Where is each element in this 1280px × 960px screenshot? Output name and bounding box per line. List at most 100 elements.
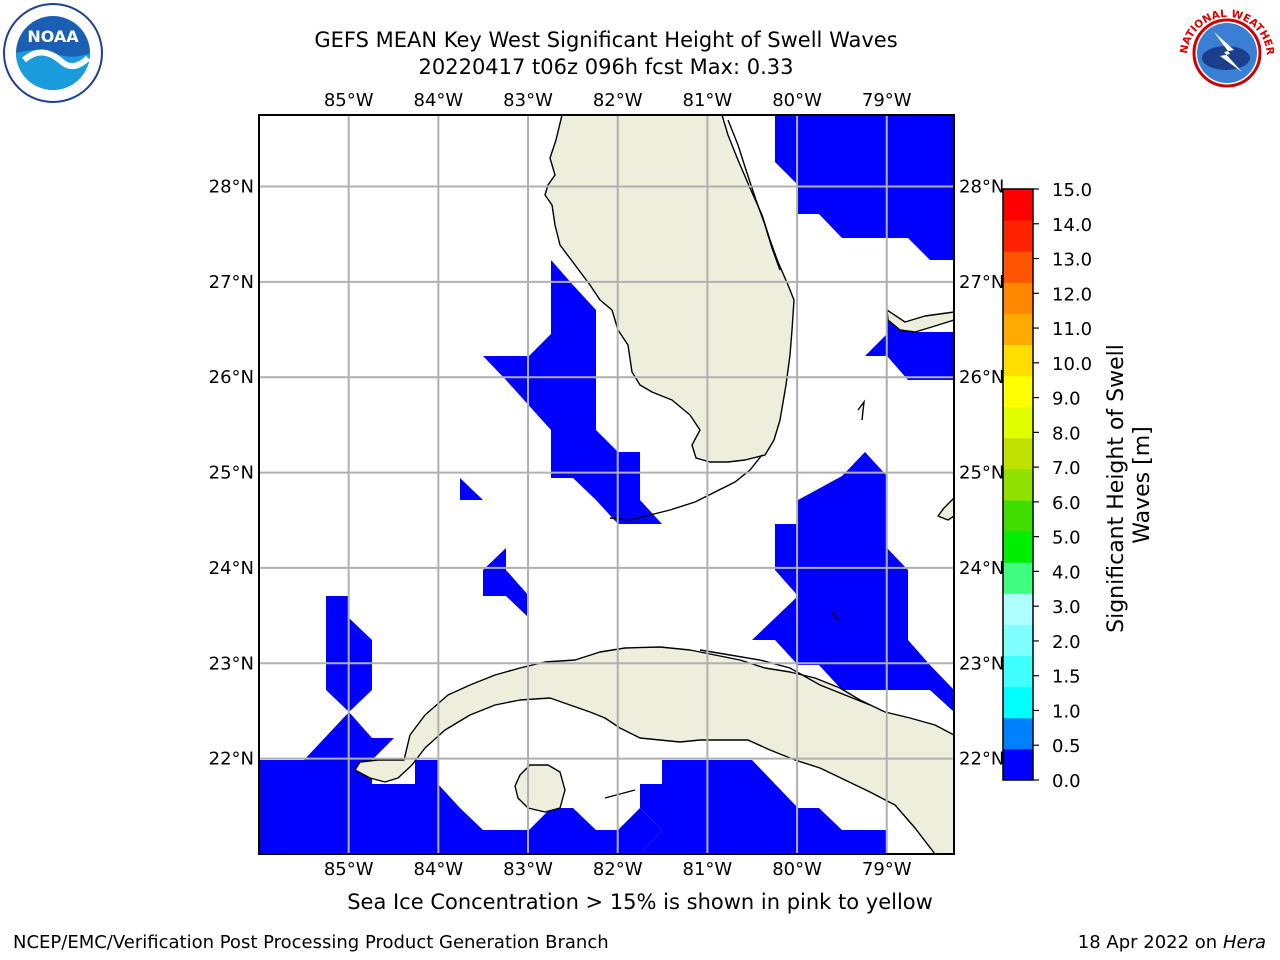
colorbar-tick-label: 1.5 [1052,667,1081,688]
land-bahamas-andros [937,497,954,521]
colorbar-tick-label: 1.0 [1052,701,1081,722]
footer-date-text: 18 Apr 2022 on [1077,932,1218,953]
lat-tick-label-right: 26°N [959,367,1004,388]
colorbar-tick-label: 4.0 [1052,562,1081,583]
colorbar-tick-label: 15.0 [1052,180,1092,201]
colorbar-tick-label: 0.5 [1052,736,1081,757]
lat-tick-label-left: 25°N [209,463,254,484]
colorbar-segment [1003,500,1033,532]
lat-tick-label-right: 22°N [959,749,1004,770]
chart-title: GEFS MEAN Key West Significant Height of… [314,28,898,52]
lon-tick-label-bottom: 85°W [324,859,374,880]
colorbar-frame [1002,188,1034,781]
colorbar-segment [1003,313,1033,346]
land-bahamas-abaco [886,309,954,333]
lat-tick-label-right: 27°N [959,272,1004,293]
land [354,115,954,854]
cuba-north-cays [699,649,871,706]
noaa-logo: NOAA [3,3,103,103]
colorbar-label-line1: Significant Height of Swell [1104,344,1129,633]
land-cuba [354,646,954,854]
colorbar-segment [1003,344,1033,377]
colorbar-segment [1003,717,1033,750]
map-frame [258,114,955,855]
colorbar-segment [1003,189,1033,221]
lon-tick-label-top: 81°W [683,90,733,111]
lat-tick-label-left: 23°N [209,653,254,674]
colorbar-tick-label: 10.0 [1052,354,1092,375]
colorbar-label-line2: Waves [m] [1130,426,1155,543]
chart-subtitle: 20220417 t06z 096h fcst Max: 0.33 [418,55,794,79]
colorbar-segment [1003,562,1033,594]
field-region-straits-east [752,452,954,712]
florida-keys [609,454,763,521]
keys-coastline [604,119,871,799]
colorbar-segment [1003,220,1033,252]
axis-tick-labels: 85°W 85°W 84°W 84°W 83°W 83°W 82°W 82°W 81°W 81°W… [209,90,1005,880]
footer-machine: Hera [1222,932,1266,953]
bahamas-small-island [857,399,865,421]
colorbar-segment [1003,531,1033,563]
colorbar-segment [1003,593,1033,625]
colorbar-tick-label: 7.0 [1052,458,1081,479]
colorbar-segment [1003,748,1033,781]
florida-east-lagoon [727,119,781,271]
lon-tick-label-bottom: 84°W [414,859,464,880]
colorbar-tick-label: 2.0 [1052,632,1081,653]
colorbar-segment [1003,406,1033,439]
field-region-south-east [640,760,887,854]
gridlines [259,115,954,854]
colorbar-segment [1003,655,1033,688]
lat-tick-label-right: 23°N [959,653,1004,674]
cay-sal [831,611,839,621]
lon-tick-label-bottom: 83°W [503,859,553,880]
footer-branch: NCEP/EMC/Verification Post Processing Pr… [13,932,609,953]
land-florida [544,115,795,463]
lat-tick-label-left: 24°N [209,558,254,579]
colorbar-tick-label: 5.0 [1052,528,1081,549]
noaa-logo-text: NOAA [27,27,79,46]
colorbar-label: Significant Height of Swell Waves [m] [1104,337,1155,633]
colorbar-segment [1003,468,1033,501]
field-region-south-west [259,712,662,854]
lon-tick-label-top: 80°W [772,90,822,111]
cuba-south-cays [604,789,636,799]
colorbar-tick-label: 6.0 [1052,493,1081,514]
lat-tick-label-left: 27°N [209,272,254,293]
colorbar-tick-label: 8.0 [1052,423,1081,444]
colorbar-tick-label: 14.0 [1052,215,1092,236]
lon-tick-label-top: 85°W [324,90,374,111]
lat-tick-label-right: 28°N [959,177,1004,198]
footer-date: 18 Apr 2022 on Hera [1078,932,1266,953]
nws-logo: NATIONAL WEATHER SERVICE [1176,2,1276,101]
colorbar-tick-label: 0.0 [1052,771,1081,792]
lon-tick-label-bottom: 81°W [683,859,733,880]
field-region-dot-1 [460,478,483,500]
colorbar-segment [1003,624,1033,657]
lon-tick-label-top: 79°W [862,90,912,111]
lat-tick-label-right: 24°N [959,558,1004,579]
colorbar-tick-label: 12.0 [1052,284,1092,305]
field-region-dot-2 [483,548,529,618]
colorbar-segment [1003,375,1033,408]
lon-tick-label-top: 82°W [593,90,643,111]
colorbar-segment [1003,282,1033,314]
lon-tick-label-top: 84°W [414,90,464,111]
lon-tick-label-bottom: 82°W [593,859,643,880]
colorbar-tick-label: 11.0 [1052,319,1092,340]
lat-tick-label-left: 22°N [209,749,254,770]
colorbar-segment [1003,437,1033,470]
lat-tick-label-left: 26°N [209,367,254,388]
colorbar-segment [1003,686,1033,719]
lat-tick-label-left: 28°N [209,177,254,198]
colorbar-tick-label: 13.0 [1052,250,1092,271]
colorbar-tick-label: 3.0 [1052,597,1081,618]
lon-tick-label-bottom: 80°W [772,859,822,880]
lon-tick-label-bottom: 79°W [862,859,912,880]
lat-tick-label-right: 25°N [959,463,1004,484]
colorbar-tick-label: 9.0 [1052,389,1081,410]
colorbar-segment [1003,251,1033,283]
colorbar: 0.0 0.5 1.0 1.5 2.0 3.0 4.0 5.0 6.0 7.0 8.0 9.0 10.0… [1002,180,1092,792]
lon-tick-label-top: 83°W [503,90,553,111]
